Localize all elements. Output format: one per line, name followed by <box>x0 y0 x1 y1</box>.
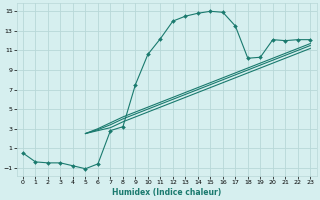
X-axis label: Humidex (Indice chaleur): Humidex (Indice chaleur) <box>112 188 221 197</box>
